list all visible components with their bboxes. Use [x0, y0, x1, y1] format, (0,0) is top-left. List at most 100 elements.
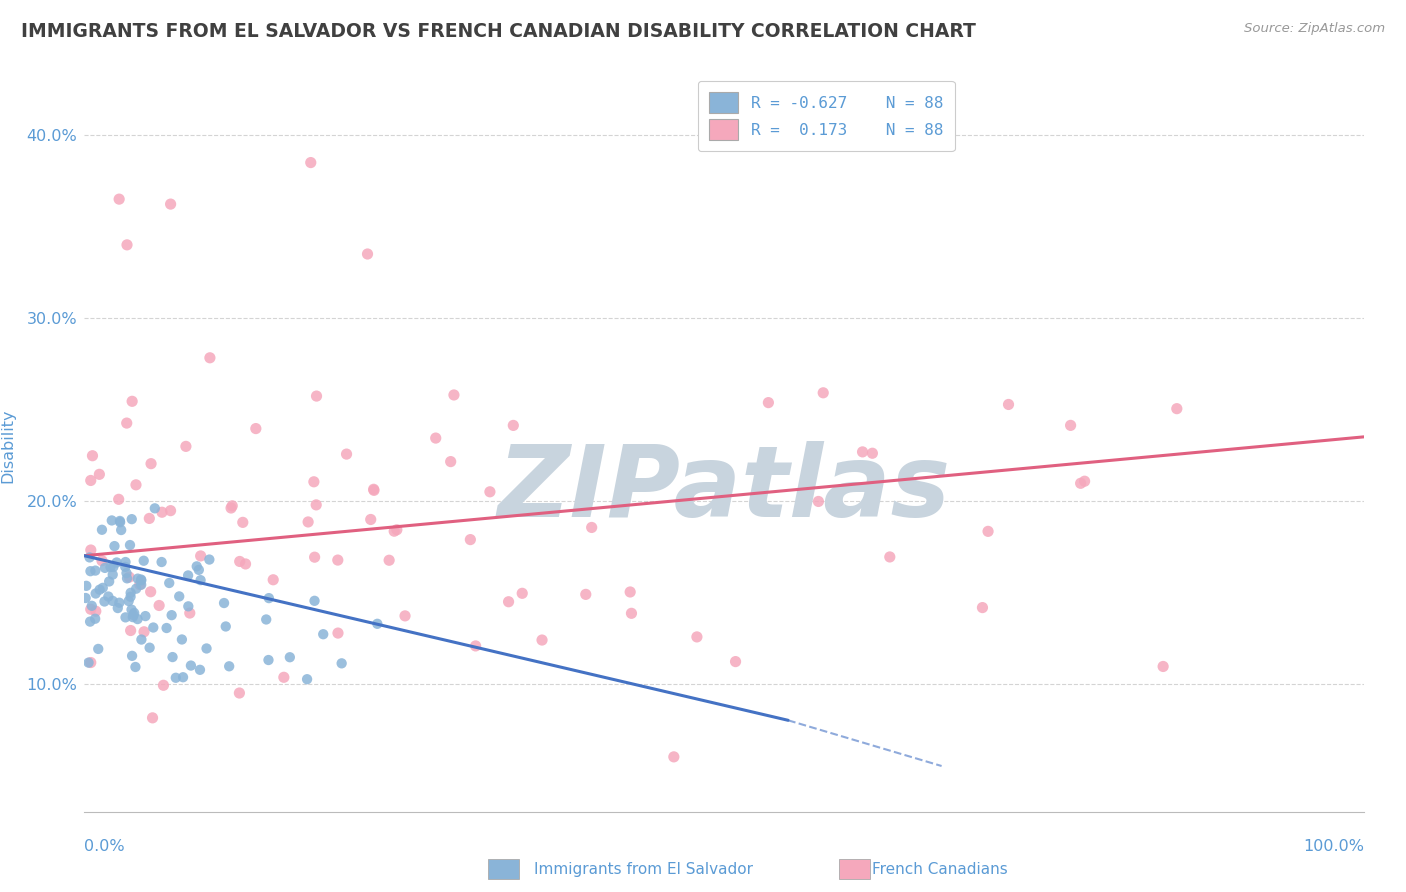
Point	[186, 559, 208, 574]
Point	[1166, 401, 1188, 416]
Point	[114, 610, 136, 624]
Point	[150, 505, 173, 519]
Point	[305, 389, 328, 403]
Point	[198, 552, 221, 566]
Point	[103, 539, 125, 553]
Point	[128, 577, 150, 591]
Point	[118, 538, 141, 552]
Point	[89, 467, 111, 482]
Point	[972, 600, 994, 615]
Point	[148, 599, 170, 613]
Point	[108, 192, 131, 206]
Point	[91, 523, 114, 537]
Point	[138, 511, 160, 525]
Point	[155, 621, 177, 635]
Point	[122, 606, 145, 620]
Point	[114, 555, 136, 569]
Point	[188, 663, 211, 677]
Point	[120, 586, 142, 600]
Point	[378, 553, 401, 567]
Point	[662, 749, 685, 764]
Point	[1059, 418, 1081, 433]
Point	[165, 671, 187, 685]
Point	[167, 590, 190, 604]
Point	[97, 590, 120, 604]
Point	[879, 549, 901, 564]
Point	[139, 584, 162, 599]
Point	[162, 650, 184, 665]
Point	[304, 594, 326, 608]
Point	[215, 619, 238, 633]
Point	[121, 610, 143, 624]
Point	[84, 564, 107, 578]
Point	[177, 568, 200, 582]
Point	[108, 514, 131, 528]
Text: Source: ZipAtlas.com: Source: ZipAtlas.com	[1244, 22, 1385, 36]
Point	[84, 586, 107, 600]
Point	[478, 484, 501, 499]
Legend: R = -0.627    N = 88, R =  0.173    N = 88: R = -0.627 N = 88, R = 0.173 N = 88	[699, 81, 955, 151]
Point	[127, 612, 149, 626]
Point	[228, 686, 250, 700]
Point	[118, 594, 141, 608]
Point	[84, 612, 107, 626]
Point	[101, 567, 124, 582]
Point	[107, 492, 129, 507]
Point	[394, 608, 416, 623]
Point	[326, 553, 349, 567]
Point	[304, 550, 326, 565]
Point	[129, 578, 152, 592]
Point	[79, 564, 101, 578]
Text: French Canadians: French Canadians	[872, 863, 1008, 877]
Point	[335, 447, 357, 461]
Point	[75, 579, 97, 593]
Text: 100.0%: 100.0%	[1303, 838, 1364, 854]
Point	[115, 238, 138, 252]
Point	[115, 571, 138, 585]
Point	[91, 554, 114, 568]
Point	[105, 556, 128, 570]
Point	[79, 550, 101, 565]
Point	[108, 515, 131, 529]
Point	[80, 599, 103, 613]
Point	[686, 630, 709, 644]
Point	[170, 632, 193, 647]
Point	[93, 594, 115, 608]
Point	[80, 474, 103, 488]
Point	[363, 483, 385, 497]
Point	[101, 513, 124, 527]
Point	[134, 609, 156, 624]
Point	[132, 554, 155, 568]
Point	[245, 421, 267, 435]
Point	[813, 385, 835, 400]
Y-axis label: Disability: Disability	[0, 409, 15, 483]
Point	[425, 431, 447, 445]
Point	[443, 388, 465, 402]
Point	[179, 606, 201, 620]
Point	[366, 616, 388, 631]
Point	[115, 416, 138, 430]
Point	[79, 615, 101, 629]
Point	[326, 626, 349, 640]
Point	[440, 454, 463, 468]
Point	[363, 483, 385, 498]
Text: IMMIGRANTS FROM EL SALVADOR VS FRENCH CANADIAN DISABILITY CORRELATION CHART: IMMIGRANTS FROM EL SALVADOR VS FRENCH CA…	[21, 22, 976, 41]
Point	[464, 639, 486, 653]
Point	[103, 560, 125, 574]
Point	[107, 601, 129, 615]
Point	[1073, 474, 1095, 488]
Point	[127, 572, 149, 586]
Point	[977, 524, 1000, 539]
Point	[221, 499, 243, 513]
Point	[502, 418, 524, 433]
Point	[80, 602, 103, 616]
Point	[360, 512, 382, 526]
Point	[198, 351, 221, 365]
Point	[312, 627, 335, 641]
Point	[129, 573, 152, 587]
Point	[460, 533, 482, 547]
Point	[121, 602, 143, 616]
Point	[187, 563, 209, 577]
Point	[101, 594, 124, 608]
Point	[114, 560, 136, 574]
